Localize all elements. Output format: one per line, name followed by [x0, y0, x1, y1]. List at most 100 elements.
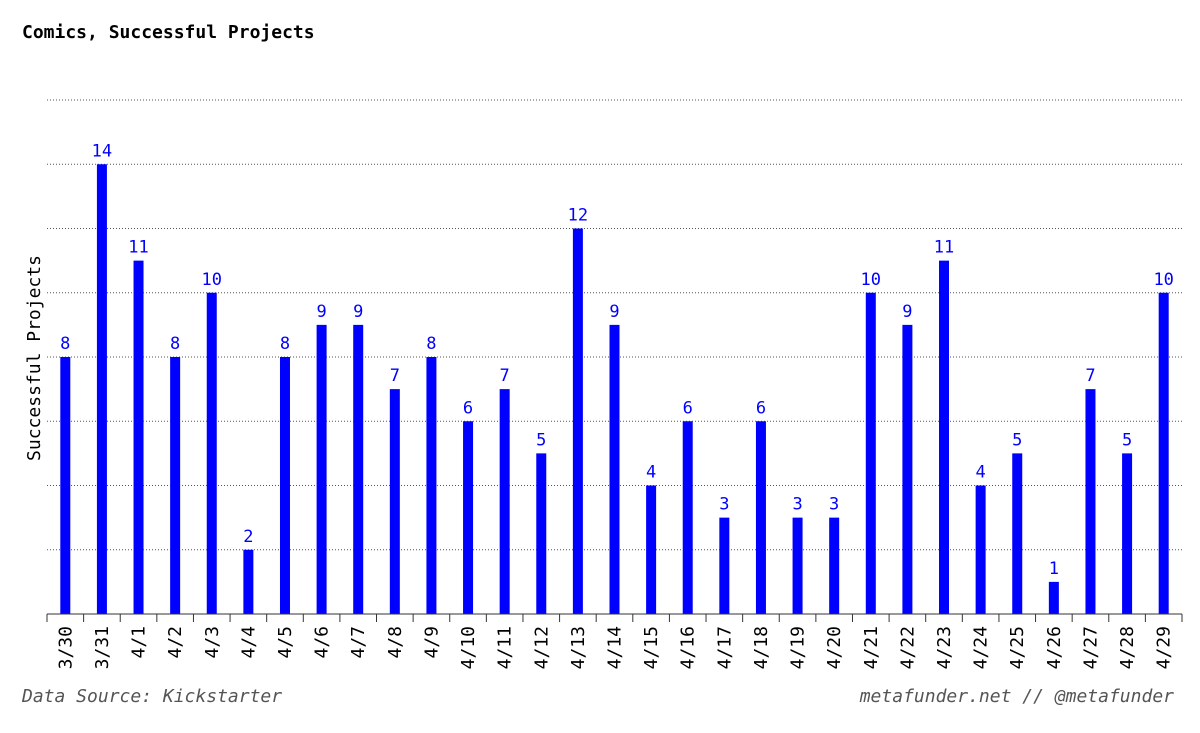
- bar: [1085, 389, 1096, 614]
- bar: [1122, 453, 1133, 614]
- x-tick-label: 4/1: [129, 626, 150, 659]
- bar: [316, 324, 327, 614]
- bar: [463, 421, 474, 614]
- x-tick-label: 4/17: [714, 626, 735, 669]
- x-tick-label: 4/24: [971, 626, 992, 669]
- data-label: 9: [902, 302, 912, 322]
- bar: [609, 324, 620, 614]
- data-label: 4: [646, 463, 656, 483]
- bar: [572, 228, 583, 614]
- x-axis: 3/30 3/31 4/1 4/2 4/3 4/4 4/5 4/6 4/7 4/8 4/9 4/10 4…: [46, 613, 1183, 669]
- x-tick-label: 3/31: [92, 626, 113, 669]
- x-tick-label: 4/10: [458, 626, 479, 669]
- bar: [755, 421, 766, 614]
- bar: [1158, 292, 1169, 614]
- x-tick-label: 4/3: [202, 626, 223, 659]
- bar: [389, 389, 400, 614]
- data-label: 6: [463, 398, 473, 418]
- x-tick-label: 4/15: [641, 626, 662, 669]
- x-tick-label: 4/25: [1007, 626, 1028, 669]
- data-label: 11: [128, 238, 148, 258]
- data-label: 10: [1153, 270, 1173, 290]
- data-label: 11: [934, 238, 954, 258]
- data-label: 8: [280, 334, 290, 354]
- data-label: 8: [426, 334, 436, 354]
- bar: [1012, 453, 1023, 614]
- x-tick-label: 4/18: [751, 626, 772, 669]
- x-tick-label: 4/14: [605, 626, 626, 669]
- bar: [279, 357, 290, 614]
- data-label: 9: [609, 302, 619, 322]
- bar: [646, 485, 657, 614]
- data-label: 8: [170, 334, 180, 354]
- bar: [902, 324, 913, 614]
- data-label: 10: [861, 270, 881, 290]
- bar: [426, 357, 437, 614]
- data-label: 2: [243, 527, 253, 547]
- x-tick-label: 4/19: [788, 626, 809, 669]
- x-tick-label: 4/2: [165, 626, 186, 659]
- bar: [96, 164, 107, 614]
- bar: [206, 292, 217, 614]
- data-label: 3: [792, 495, 802, 515]
- data-source-note: Data Source: Kickstarter: [22, 686, 283, 707]
- bar: [975, 485, 986, 614]
- data-label: 14: [92, 141, 112, 161]
- bar: [829, 517, 840, 614]
- data-label: 5: [536, 430, 546, 450]
- bar: [1048, 581, 1059, 614]
- bar: [792, 517, 803, 614]
- data-label: 10: [202, 270, 222, 290]
- data-label: 9: [353, 302, 363, 322]
- data-label: 7: [500, 366, 510, 386]
- data-label: 5: [1122, 430, 1132, 450]
- x-tick-label: 4/22: [897, 626, 918, 669]
- bar: [499, 389, 510, 614]
- bar: [170, 357, 181, 614]
- x-tick-label: 4/16: [678, 626, 699, 669]
- x-tick-label: 4/8: [385, 626, 406, 659]
- x-tick-label: 4/7: [348, 626, 369, 659]
- bar: [865, 292, 876, 614]
- data-label: 3: [829, 495, 839, 515]
- data-label: 5: [1012, 430, 1022, 450]
- bar: [719, 517, 730, 614]
- data-label: 7: [1085, 366, 1095, 386]
- x-tick-label: 4/27: [1080, 626, 1101, 669]
- bar: [353, 324, 364, 614]
- bar: [243, 549, 254, 614]
- data-label: 3: [719, 495, 729, 515]
- bar: [536, 453, 547, 614]
- x-tick-label: 4/9: [421, 626, 442, 659]
- data-labels: 8 14 11 8 10 2 8 9 9 7 8 6 7 5 12 9 4 6 3 6 3 3 10 9 11 4 5 1 7 5 10: [60, 141, 1174, 579]
- data-label: 4: [976, 463, 986, 483]
- data-label: 1: [1049, 559, 1059, 579]
- x-tick-label: 4/29: [1154, 626, 1175, 669]
- bar: [133, 260, 144, 614]
- x-tick-label: 4/20: [824, 626, 845, 669]
- chart-title: Comics, Successful Projects: [22, 22, 315, 43]
- x-tick-label: 4/4: [238, 626, 259, 659]
- bar: [682, 421, 693, 614]
- x-tick-label: 4/6: [312, 626, 333, 659]
- x-tick-label: 4/21: [861, 626, 882, 669]
- x-tick-label: 4/11: [495, 626, 516, 669]
- bar: [60, 357, 71, 614]
- x-tick-label: 4/12: [531, 626, 552, 669]
- y-axis-label: Successful Projects: [24, 255, 45, 461]
- x-tick-label: 3/30: [55, 626, 76, 669]
- bar: [939, 260, 950, 614]
- data-label: 7: [390, 366, 400, 386]
- credit-note: metafunder.net // @metafunder: [859, 686, 1174, 707]
- x-tick-label: 4/26: [1044, 626, 1065, 669]
- data-label: 9: [316, 302, 326, 322]
- bars: [60, 164, 1169, 614]
- data-label: 12: [568, 206, 588, 226]
- x-tick-label: 4/13: [568, 626, 589, 669]
- x-tick-label: 4/28: [1117, 626, 1138, 669]
- data-label: 6: [683, 398, 693, 418]
- data-label: 6: [756, 398, 766, 418]
- x-tick-label: 4/5: [275, 626, 296, 659]
- data-label: 8: [60, 334, 70, 354]
